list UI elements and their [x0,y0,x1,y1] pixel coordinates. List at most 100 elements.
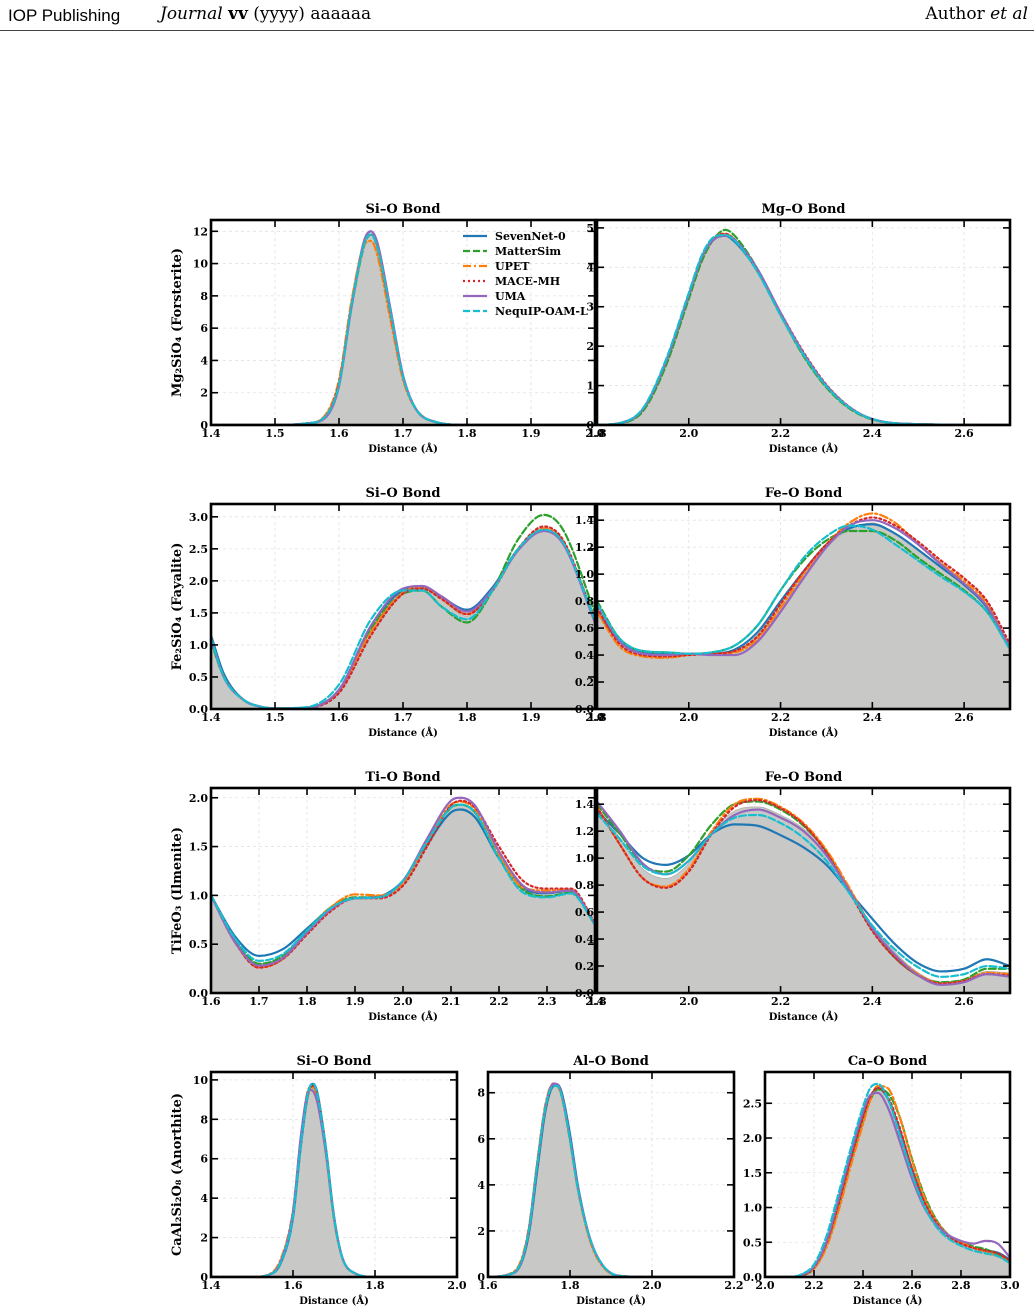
series-line-mace-mh [597,799,1010,985]
series-line-nequip-oam-l [211,1082,457,1277]
y-tick-label: 0.5 [189,671,208,684]
subplot-3: 1.4 1.5 1.6 1.7 1.8 1.9 2.00.00.51.01.52.02.53… [170,486,605,739]
y-tick-label: 4 [586,261,594,274]
journal-reference: Journal vv (yyyy) aaaaaa [160,4,371,24]
y-tick-label: 1.5 [189,607,208,620]
x-tick-label: 1.8 [587,427,606,440]
x-tick-label: 2.4 [863,711,882,724]
x-tick-label: 2.2 [771,711,790,724]
series-line-nequip-oam-l [597,233,1010,425]
series-line-mace-mh [597,516,1010,658]
tick-marks [764,1072,1011,1278]
x-tick-label: 1.8 [457,711,476,724]
y-tick-label: 2 [200,1232,208,1245]
journal-year: (yyyy) [253,4,305,24]
y-tick-label: 0.4 [575,933,594,946]
plot-area [488,1082,734,1277]
x-tick-label: 1.7 [249,995,268,1008]
series-line-nequip-oam-l [765,1082,1010,1277]
tick-marks [210,788,596,994]
x-tick-label: 2.0 [393,995,412,1008]
reference-area [597,522,1010,709]
y-tick-label: 12 [193,225,208,238]
x-tick-label: 2.0 [679,427,698,440]
plot-frame [763,1070,1012,1279]
legend-label: NequIP-OAM-L [495,305,588,318]
y-axis-label: TiFeO₃ (Ilmenite) [170,827,185,954]
x-tick-label: 2.3 [537,995,556,1008]
x-tick-label: 1.8 [365,1279,384,1292]
y-tick-label: 2 [586,340,594,353]
y-tick-label: 0 [200,1271,208,1284]
y-tick-label: 1.2 [575,541,594,554]
y-tick-label: 2.5 [743,1097,762,1110]
y-axis-label: Fe₂SiO₄ (Fayalite) [170,543,185,671]
y-tick-label: 0 [586,419,594,432]
y-tick-label: 1.0 [575,852,594,865]
x-tick-label: 2.4 [863,427,882,440]
plot-area [211,1082,457,1277]
journal-volume: vv [228,4,248,24]
x-axis-label: Distance (Å) [299,1295,369,1307]
subplot-title: Fe–O Bond [765,486,842,501]
y-tick-label: 2.0 [189,792,208,805]
y-tick-label: 0.5 [189,938,208,951]
y-tick-label: 0.5 [743,1236,762,1249]
author-name: Author [925,4,985,24]
subplot-title: Si–O Bond [366,202,441,217]
y-tick-label: 0.0 [189,987,208,1000]
legend-label: UPET [495,260,530,273]
tick-marks [596,220,1010,426]
y-tick-label: 1.0 [743,1202,762,1215]
x-tick-label: 2.2 [771,995,790,1008]
y-tick-label: 4 [200,354,208,367]
subplot-title: Si–O Bond [297,1054,372,1069]
y-tick-label: 1.4 [575,514,594,527]
plot-area [211,230,595,425]
x-tick-label: 1.9 [521,427,540,440]
x-tick-label: 2.2 [489,995,508,1008]
x-tick-label: 2.0 [585,711,604,724]
subplot-title: Ti–O Bond [365,770,440,785]
y-tick-label: 3 [586,301,594,314]
y-axis-label: CaAl₂Si₂O₈ (Anorthite) [170,1093,185,1256]
x-tick-label: 2.4 [585,995,604,1008]
y-tick-label: 10 [193,1074,209,1087]
y-tick-label: 1.0 [189,889,208,902]
y-axis-label: Mg₂SiO₄ (Forsterite) [170,248,185,397]
y-tick-label: 8 [200,1113,208,1126]
y-tick-label: 0.8 [575,879,594,892]
y-tick-label: 1.2 [575,825,594,838]
plot-area [597,228,1010,425]
x-axis-label: Distance (Å) [769,443,839,455]
y-tick-label: 6 [200,322,208,335]
journal-article: aaaaaa [310,4,372,24]
x-tick-label: 2.6 [902,1279,921,1292]
series-line-nequip-oam-l [488,1084,734,1277]
x-tick-label: 1.8 [457,427,476,440]
x-tick-label: 2.2 [804,1279,823,1292]
x-tick-label: 1.8 [587,995,606,1008]
series-line-sevennet-0 [597,809,1010,973]
y-tick-label: 0.0 [575,703,594,716]
y-tick-label: 2.0 [189,575,208,588]
x-axis-label: Distance (Å) [576,1295,646,1307]
subplot-title: Fe–O Bond [765,770,842,785]
y-tick-label: 0.2 [575,960,594,973]
y-tick-label: 0.6 [575,906,594,919]
x-tick-label: 1.6 [283,1279,302,1292]
y-tick-label: 0 [200,419,208,432]
x-tick-label: 2.0 [585,427,604,440]
tick-marks [210,1072,458,1278]
y-tick-label: 8 [200,290,208,303]
plot-area [211,796,595,993]
x-axis-label: Distance (Å) [368,1011,438,1023]
subplot-6: 1.8 2.0 2.2 2.4 2.6 0.0 0.2 0.4 0.6 0.8 1.0 1.2 1.4 F… [575,770,1012,1023]
y-tick-label: 2.0 [743,1132,762,1145]
y-tick-label: 5 [586,222,594,235]
plot-frame [595,502,1012,711]
x-tick-label: 1.5 [265,427,284,440]
plot-frame [595,786,1012,995]
subplot-7: 1.4 1.6 1.8 2.0 0 2 4 6 8 10 Si–O Bond Distance (Å)… [170,1054,467,1307]
